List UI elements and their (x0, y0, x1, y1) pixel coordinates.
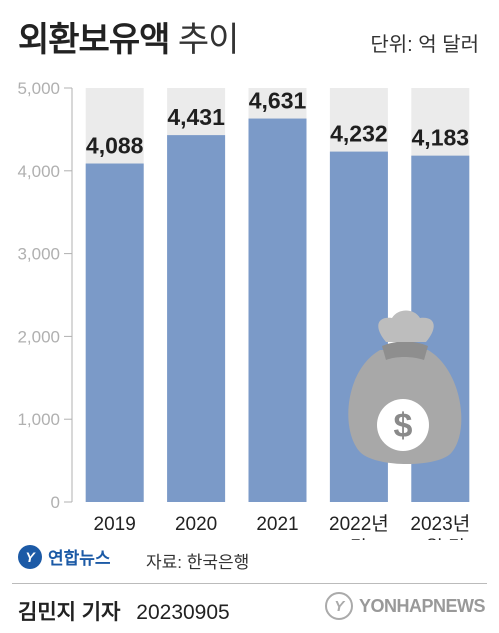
title-sub: 추이 (177, 21, 240, 59)
x-tick-label: 2023년 (410, 513, 470, 535)
y-tick-label: 3,000 (17, 245, 60, 264)
bar (85, 163, 144, 502)
bar-chart: 0 1,000 2,000 3,000 4,000 5,000 4,088 4,431 4,6… (17, 79, 471, 540)
source-label: 자료: 한국은행 (146, 553, 250, 572)
chart-title: 외환보유액 추이 (18, 12, 240, 61)
watermark-logo-icon: Y (324, 592, 353, 620)
x-tick-label: 2019 (94, 514, 136, 535)
brand: Y 연합뉴스 (18, 544, 111, 569)
x-tick-label: 8월 말 (415, 537, 466, 540)
x-tick-label: 2021 (256, 514, 298, 535)
y-tick-label: 0 (51, 493, 60, 512)
publish-date: 20230905 (136, 601, 230, 624)
money-bag-icon: $ (348, 310, 462, 464)
value-label: 4,631 (249, 88, 307, 114)
value-label: 4,088 (86, 133, 144, 159)
title-main: 외환보유액 (18, 21, 170, 59)
y-axis-ticks: 0 1,000 2,000 3,000 4,000 5,000 (17, 79, 73, 512)
footer-divider (12, 583, 487, 584)
brand-name: 연합뉴스 (48, 549, 111, 568)
watermark: Y YONHAPNEWS (324, 592, 486, 620)
y-tick-label: 5,000 (17, 79, 60, 98)
dollar-symbol: $ (394, 407, 413, 445)
x-axis-labels: 2019 2020 2021 2022년말 2023년 8월 말 (94, 513, 471, 540)
bar (167, 135, 226, 502)
x-tick-label: 말 (350, 537, 367, 540)
reporter-name: 김민지 기자 (18, 601, 121, 624)
value-label: 4,232 (330, 121, 388, 147)
yonhap-logo-icon: Y (18, 544, 42, 569)
bar (248, 118, 307, 503)
bars (85, 118, 470, 503)
watermark-text: YONHAPNEWS (358, 595, 486, 616)
y-tick-label: 2,000 (17, 327, 60, 346)
y-tick-label: 1,000 (17, 410, 60, 429)
value-label: 4,431 (167, 104, 225, 130)
value-labels: 4,088 4,431 4,631 4,232 4,183 (86, 88, 469, 159)
credit: 김민지 기자 20230905 (18, 596, 230, 626)
unit-label: 단위: 억 달러 (370, 34, 479, 56)
x-tick-label: 2020 (175, 514, 217, 535)
x-tick-label: 2022년 (329, 513, 389, 535)
value-label: 4,183 (412, 125, 470, 151)
y-tick-label: 4,000 (17, 162, 60, 181)
